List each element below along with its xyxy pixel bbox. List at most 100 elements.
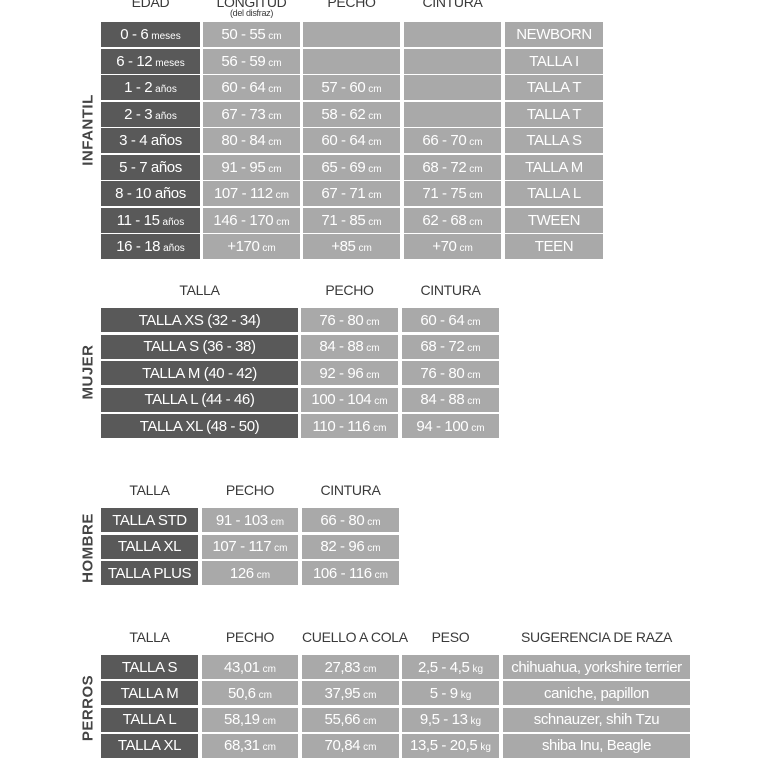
header-text: PECHO xyxy=(327,0,376,10)
cell-unit: cm xyxy=(367,543,381,554)
section-label: HOMBRE xyxy=(79,513,97,583)
column-header: TALLA xyxy=(101,630,198,644)
cell-value: 110 - 116 xyxy=(312,417,371,435)
cell-value: 56 - 59 xyxy=(221,52,266,70)
cell-value: 92 - 96 xyxy=(319,364,364,382)
table-cell: TEEN xyxy=(505,234,603,259)
cell-value: 50 - 55 xyxy=(221,26,266,43)
cell-value: TALLA L (44 - 46) xyxy=(144,391,255,408)
cell-unit: cm xyxy=(256,569,271,581)
header-text: SUGERENCIA DE RAZA xyxy=(521,629,672,645)
cell-unit: cm xyxy=(469,216,483,228)
cell-value: 71 - 85 xyxy=(321,211,366,229)
cell-value: 5 - 7 años xyxy=(119,158,182,176)
table-cell: TALLA XS (32 - 34) xyxy=(101,308,298,332)
cell-value: 66 - 80 xyxy=(320,511,365,529)
header-text: CINTURA xyxy=(422,0,483,10)
section-label: MUJER xyxy=(79,344,97,400)
table-cell xyxy=(404,101,501,127)
cell-value: 37,95 xyxy=(324,684,361,702)
cell-value: 107 - 117 xyxy=(212,538,272,555)
header-text: CINTURA xyxy=(420,282,481,298)
table-cell: TALLA L (44 - 46) xyxy=(101,387,298,412)
table-cell: 91 - 95 cm xyxy=(203,154,300,180)
table-cell: TALLA STD xyxy=(101,508,198,532)
table-cell: 5 - 9 kg xyxy=(402,681,499,706)
header-text: CUELLO A COLA xyxy=(302,629,408,645)
cell-value: TEEN xyxy=(534,238,574,255)
cell-value: 57 - 60 xyxy=(321,79,366,96)
cell-value: TALLA S (36 - 38) xyxy=(143,338,256,355)
cell-unit: cm xyxy=(258,689,272,701)
header-text: PECHO xyxy=(225,629,275,645)
cell-value: 91 - 95 xyxy=(221,158,266,176)
table-cell: 2,5 - 4,5 kg xyxy=(402,655,499,679)
section-label: INFANTIL xyxy=(79,94,97,166)
cell-value: +85 xyxy=(331,238,356,255)
cell-value: +170 xyxy=(227,238,260,255)
header-text: TALLA xyxy=(129,629,170,645)
cell-value: TWEEN xyxy=(527,211,581,229)
cell-unit: cm xyxy=(268,137,282,148)
table-cell: 106 - 116 cm xyxy=(302,561,399,585)
cell-value: TALLA M xyxy=(120,684,179,702)
cell-value: 82 - 96 xyxy=(320,538,365,555)
cell-unit: cm xyxy=(367,516,381,528)
header-text: CINTURA xyxy=(320,482,381,498)
cell-value: 9,5 - 13 xyxy=(419,711,468,729)
table-cell: 107 - 112 cm xyxy=(203,181,300,206)
table-cell: 37,95 cm xyxy=(302,681,399,706)
table-cell: 43,01 cm xyxy=(202,655,298,679)
cell-unit: cm xyxy=(469,163,483,175)
cell-value: chihuahua, yorkshire terrier xyxy=(511,658,682,676)
cell-value: 70,84 xyxy=(324,737,361,755)
table-cell: 11 - 15 años xyxy=(101,207,200,233)
table-cell: 50,6 cm xyxy=(202,681,298,706)
cell-unit: kg xyxy=(460,689,472,701)
table-cell: 55,66 cm xyxy=(302,707,399,732)
table-cell: 67 - 73 cm xyxy=(203,101,300,127)
table-cell: 71 - 85 cm xyxy=(303,207,400,233)
cell-unit: kg xyxy=(470,716,482,728)
cell-unit: cm xyxy=(363,689,377,701)
table-cell: caniche, papillon xyxy=(503,681,690,706)
cell-unit: años xyxy=(162,216,185,228)
table-cell xyxy=(303,22,400,47)
cell-value: NEWBORN xyxy=(516,26,592,43)
table-cell: 94 - 100 cm xyxy=(402,414,499,438)
table-cell: 5 - 7 años xyxy=(101,154,200,180)
cell-value: 60 - 64 xyxy=(321,132,366,149)
cell-unit: cm xyxy=(373,422,387,434)
table-cell: TALLA S (36 - 38) xyxy=(101,334,298,359)
cell-unit: cm xyxy=(467,343,481,354)
header-text: TALLA xyxy=(179,282,220,298)
header-text: PECHO xyxy=(225,482,275,498)
table-cell: chihuahua, yorkshire terrier xyxy=(503,655,690,679)
section-label: PERROS xyxy=(79,674,97,742)
table-cell: TALLA XL xyxy=(101,733,198,758)
cell-unit: cm xyxy=(270,516,285,528)
table-cell: 110 - 116 cm xyxy=(301,414,398,438)
cell-unit: kg xyxy=(472,663,483,675)
table-cell: 71 - 75 cm xyxy=(404,181,501,206)
cell-unit: cm xyxy=(262,742,276,754)
table-cell: 1 - 2 años xyxy=(101,75,200,100)
header-subtext: (del disfraz) xyxy=(229,8,274,18)
column-header: TALLA xyxy=(101,283,298,297)
table-cell: TALLA S xyxy=(505,128,603,153)
cell-unit: cm xyxy=(363,663,377,675)
table-cell: 146 - 170 cm xyxy=(203,207,300,233)
table-cell: TALLA T xyxy=(505,75,603,100)
column-header: SUGERENCIA DE RAZA xyxy=(503,630,690,644)
table-cell: 76 - 80 cm xyxy=(301,308,398,332)
cell-value: 16 - 18 xyxy=(116,238,161,255)
table-cell xyxy=(404,48,501,74)
header-text: PECHO xyxy=(325,282,374,298)
cell-value: 94 - 100 xyxy=(416,417,469,435)
column-header: PECHO xyxy=(202,483,298,497)
column-header: CINTURA xyxy=(404,0,501,9)
cell-unit: años xyxy=(155,84,177,95)
cell-value: 66 - 70 xyxy=(422,132,467,149)
table-cell: TALLA XL xyxy=(101,534,198,559)
